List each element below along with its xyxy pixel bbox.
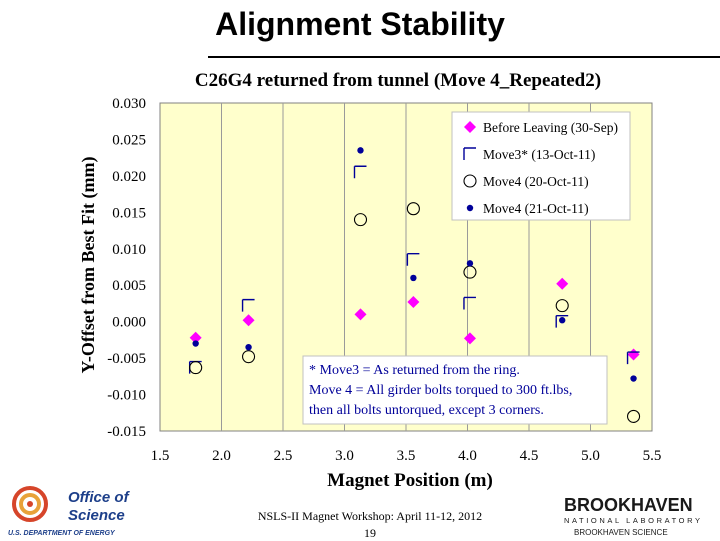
data-point [555,314,569,328]
data-point [245,343,252,351]
x-tick-label: 1.5 [151,448,170,464]
legend-label: Before Leaving (30-Sep) [483,120,618,135]
data-point [354,308,367,321]
data-point [189,361,203,375]
page-number: 19 [364,526,376,540]
data-point [241,298,255,312]
data-point [406,253,420,266]
x-axis-label: Magnet Position (m) [327,470,493,491]
y-tick-label: 0.005 [112,278,146,294]
slide-title: Alignment Stability [215,6,505,42]
data-point [406,202,420,216]
data-point [189,331,202,344]
data-points [188,147,641,423]
data-point [630,375,637,382]
legend-label: Move3* (13-Oct-11) [483,147,595,162]
data-point [626,351,640,365]
logo-text: BROOKHAVEN SCIENCE [574,528,668,537]
data-point [463,332,476,345]
legend-label: Move4 (21-Oct-11) [483,201,589,216]
doe-office-of-science-logo: Office of Science U.S. DEPARTMENT OF ENE… [8,486,131,537]
data-point [555,299,569,313]
data-point [556,277,569,290]
legend-label: Move4 (20-Oct-11) [483,174,589,189]
x-tick-label: 4.0 [458,448,477,464]
scatter-chart: C26G4 returned from tunnel (Move 4_Repea… [78,70,662,491]
logo-text: Office of [68,489,131,506]
x-tick-label: 3.0 [335,448,354,464]
legend-marker [466,204,474,212]
data-point [192,340,199,347]
y-tick-label: 0.010 [112,242,146,258]
legend-marker [464,121,476,133]
annotation-frame [302,355,608,425]
title-underline [208,56,720,58]
data-point [410,274,417,282]
x-tick-label: 3.5 [397,448,416,464]
x-axis-ticks: 1.5 2.0 2.5 3.0 3.5 4.0 4.5 5.0 5.5 [151,448,662,464]
data-point [559,317,566,324]
y-tick-label: 0.030 [112,96,146,112]
logo-text: Science [68,507,125,524]
logo-text: BROOKHAVEN [564,495,693,515]
y-tick-label: -0.015 [107,424,146,440]
legend-box [451,111,631,221]
chart-title: C26G4 returned from tunnel (Move 4_Repea… [195,70,601,91]
y-axis-label: Y-Offset from Best Fit (mm) [78,157,99,374]
data-point [353,165,367,179]
data-point [626,409,641,423]
data-point [407,295,420,308]
data-point [463,296,476,310]
y-axis-ticks: 0.030 0.025 0.020 0.015 0.010 0.005 0.000 -0.00… [107,96,146,440]
x-tick-label: 5.0 [581,448,600,464]
y-tick-label: 0.015 [112,205,146,221]
brookhaven-logo: BROOKHAVEN NATIONAL LABORATORY BROOKHAVE… [564,495,703,537]
y-tick-label: -0.010 [107,388,146,404]
y-tick-label: 0.025 [112,132,146,148]
y-tick-label: 0.000 [112,315,146,331]
x-tick-label: 2.5 [274,448,293,464]
logo-text: U.S. DEPARTMENT OF ENERGY [8,530,116,537]
annotation-line: * Move3 = As returned from the ring. [309,363,520,378]
legend-marker [463,147,476,160]
annotation-box: * Move3 = As returned from the ring. Mov… [302,355,608,425]
x-tick-label: 4.5 [520,448,539,464]
annotation-line: Move 4 = All girder bolts torqued to 300… [309,383,572,398]
data-point [242,314,255,327]
logo-text: NATIONAL LABORATORY [564,516,703,525]
legend-marker [463,174,477,188]
data-point [242,350,256,364]
y-tick-label: 0.020 [112,169,146,185]
y-tick-label: -0.005 [107,351,146,367]
data-point [466,260,474,267]
x-tick-label: 2.0 [212,448,231,464]
footer-text: NSLS-II Magnet Workshop: April 11-12, 20… [257,509,483,523]
x-tick-label: 5.5 [643,448,662,464]
annotation-line: then all bolts untorqued, except 3 corne… [309,403,544,418]
legend: Before Leaving (30-Sep) Move3* (13-Oct-11… [451,111,631,221]
data-point [357,147,364,154]
data-point [353,213,368,227]
